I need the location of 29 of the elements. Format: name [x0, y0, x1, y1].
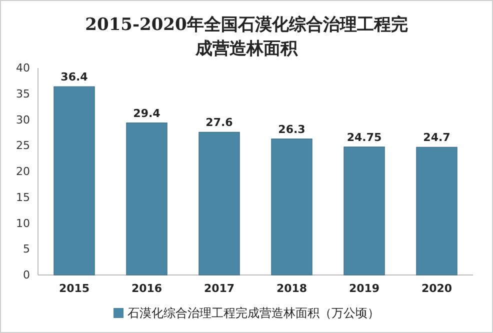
bar [198, 132, 240, 276]
y-tick-label: 20 [16, 165, 30, 178]
x-tick-label: 2019 [348, 282, 380, 295]
data-label: 24.75 [346, 130, 382, 144]
data-label: 24.7 [423, 131, 450, 144]
bar [271, 138, 312, 276]
x-tick-label: 2020 [421, 282, 452, 295]
x-tick-label: 2016 [131, 282, 162, 295]
x-tick-label: 2017 [204, 282, 235, 295]
bar [126, 122, 168, 276]
y-tick-label: 30 [16, 113, 30, 126]
x-tick-label: 2015 [58, 282, 90, 295]
data-label: 27.6 [206, 116, 234, 130]
y-tick-label: 15 [16, 190, 30, 204]
x-tick-label: 2018 [276, 282, 308, 295]
y-tick-label: 0 [23, 268, 30, 282]
y-tick-label: 35 [16, 87, 30, 100]
bar [344, 146, 385, 276]
data-label: 29.4 [133, 106, 161, 120]
data-label: 26.3 [278, 122, 306, 136]
chart-title: 2015-2020年全国石漠化综合治理工程完成营造林面积 [85, 15, 408, 59]
bar [54, 86, 95, 276]
bar [416, 146, 458, 276]
data-label: 36.4 [60, 70, 88, 84]
y-tick-label: 5 [23, 242, 30, 256]
legend-label: 石漠化综合治理工程完成营造林面积（万公顷） [128, 306, 380, 320]
y-tick-label: 40 [16, 62, 30, 75]
y-tick-label: 25 [16, 139, 30, 152]
y-tick-label: 10 [16, 216, 30, 230]
